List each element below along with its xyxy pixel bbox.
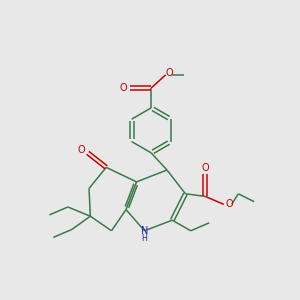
Text: O: O bbox=[120, 83, 127, 93]
Text: O: O bbox=[77, 145, 85, 155]
Text: O: O bbox=[166, 68, 173, 78]
Text: H: H bbox=[142, 234, 147, 243]
Text: O: O bbox=[202, 163, 209, 173]
Text: N: N bbox=[141, 226, 148, 236]
Text: O: O bbox=[225, 199, 233, 209]
